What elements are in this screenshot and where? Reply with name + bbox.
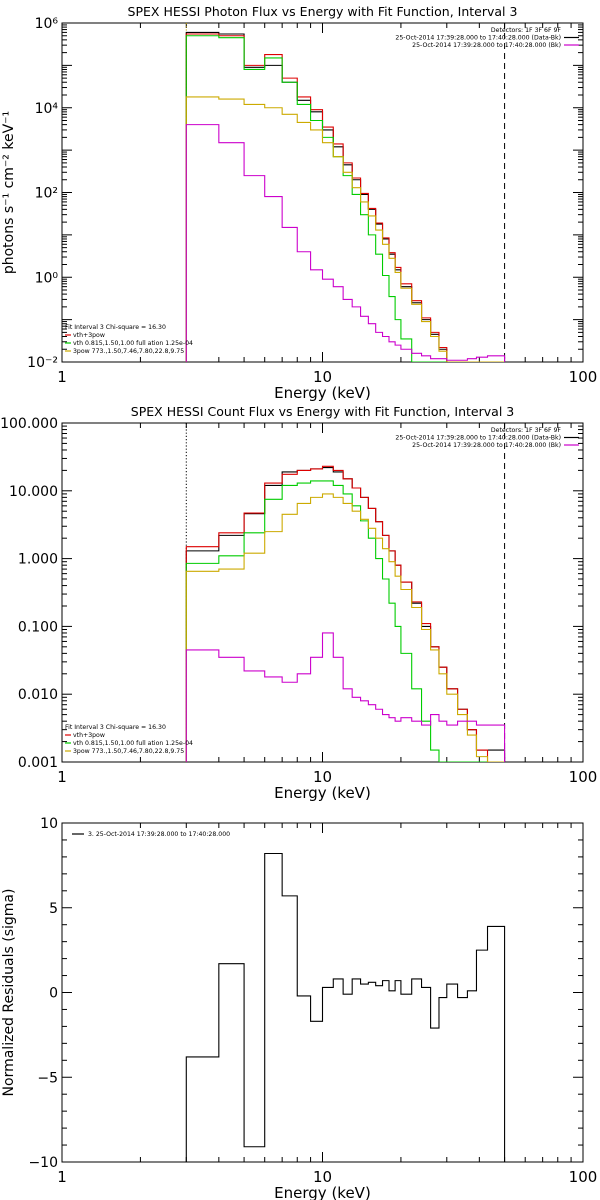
- y-axis-label: Normalized Residuals (sigma): [1, 889, 17, 1097]
- x-axis-label: Energy (keV): [274, 784, 371, 802]
- legend-entry: 25-Oct-2014 17:39:28.000 to 17:40:28.000…: [412, 42, 561, 49]
- chart-title: SPEX HESSI Count Flux vs Energy with Fit…: [131, 404, 514, 419]
- series-line-data-bk: [185, 31, 505, 362]
- x-tick-label: 100: [569, 368, 598, 386]
- x-tick-label: 100: [569, 1168, 598, 1186]
- legend-entry: 3pow 773.,1.50,7.46,7.80,22.8,9.75: [73, 348, 184, 355]
- y-tick-label: 0: [49, 986, 58, 1002]
- y-tick-label: 10⁰: [35, 270, 59, 286]
- series-line-residuals: [185, 852, 506, 1162]
- y-tick-label: 0.001: [18, 755, 58, 771]
- series-line-vth-3pow: [185, 465, 505, 762]
- legend-entry: Fit Interval 3 Chi-square = 16.30: [65, 324, 166, 331]
- y-tick-label: −5: [37, 1070, 58, 1086]
- y-tick-label: 10.000: [9, 484, 58, 500]
- x-tick-label: 100: [569, 768, 598, 786]
- legend-entry: 25-Oct-2014 17:39:28.000 to 17:40:28.000…: [395, 35, 561, 42]
- legend-entry: 3pow 773.,1.50,7.46,7.80,22.8,9.75: [73, 748, 184, 755]
- x-tick-label: 1: [57, 368, 67, 386]
- y-tick-label: −10: [28, 1155, 58, 1171]
- x-tick-label: 10: [313, 1168, 332, 1186]
- series-line-bk: [185, 124, 506, 362]
- series-line-bk: [185, 632, 506, 762]
- legend-entry: Fit Interval 3 Chi-square = 16.30: [65, 724, 166, 731]
- chart-panel-1: SPEX HESSI Photon Flux vs Energy with Fi…: [1, 4, 597, 402]
- x-tick-label: 10: [313, 768, 332, 786]
- y-tick-label: 10⁻²: [27, 355, 58, 371]
- series-line-vth: [185, 480, 505, 762]
- x-tick-label: 1: [57, 768, 67, 786]
- legend-entry: vth 0.815,1.50,1.00 full ation 1.25e-04: [73, 740, 193, 747]
- x-tick-label: 10: [313, 368, 332, 386]
- y-tick-label: 0.100: [18, 619, 58, 635]
- legend-entry: Detectors: 1F 3F 6F 9F: [491, 27, 562, 34]
- y-tick-label: 10²: [35, 186, 58, 202]
- series-line-data-bk: [185, 467, 506, 762]
- y-axis-label: photons s⁻¹ cm⁻² keV⁻¹: [1, 111, 17, 274]
- chart-title: SPEX HESSI Photon Flux vs Energy with Fi…: [128, 4, 518, 19]
- y-tick-label: 1.000: [18, 552, 58, 568]
- x-axis-label: Energy (keV): [274, 1184, 371, 1200]
- y-tick-label: 10⁴: [35, 101, 59, 117]
- y-tick-label: 5: [49, 901, 58, 917]
- x-axis-label: Energy (keV): [274, 384, 371, 402]
- series-line-vth: [185, 35, 505, 362]
- legend-entry: 25-Oct-2014 17:39:28.000 to 17:40:28.000…: [412, 442, 561, 449]
- legend-entry: Detectors: 1F 3F 6F 9F: [491, 427, 562, 434]
- legend-entry: vth 0.815,1.50,1.00 full ation 1.25e-04: [73, 340, 193, 347]
- series-line-3pow: [185, 493, 505, 762]
- y-tick-label: 100.000: [0, 416, 58, 432]
- legend-entry: vth+3pow: [73, 332, 105, 339]
- legend-entry: vth+3pow: [73, 732, 105, 739]
- y-tick-label: 10⁶: [35, 16, 59, 32]
- x-tick-label: 1: [57, 1168, 67, 1186]
- y-tick-label: 10: [40, 816, 58, 832]
- legend-entry: 3. 25-Oct-2014 17:39:28.000 to 17:40:28.…: [88, 831, 230, 838]
- series-line-3pow: [185, 96, 505, 362]
- y-tick-label: 0.010: [18, 687, 58, 703]
- series-line-vth-3pow: [185, 33, 505, 362]
- chart-panel-2: SPEX HESSI Count Flux vs Energy with Fit…: [0, 404, 597, 802]
- legend-entry: 25-Oct-2014 17:39:28.000 to 17:40:28.000…: [395, 435, 561, 442]
